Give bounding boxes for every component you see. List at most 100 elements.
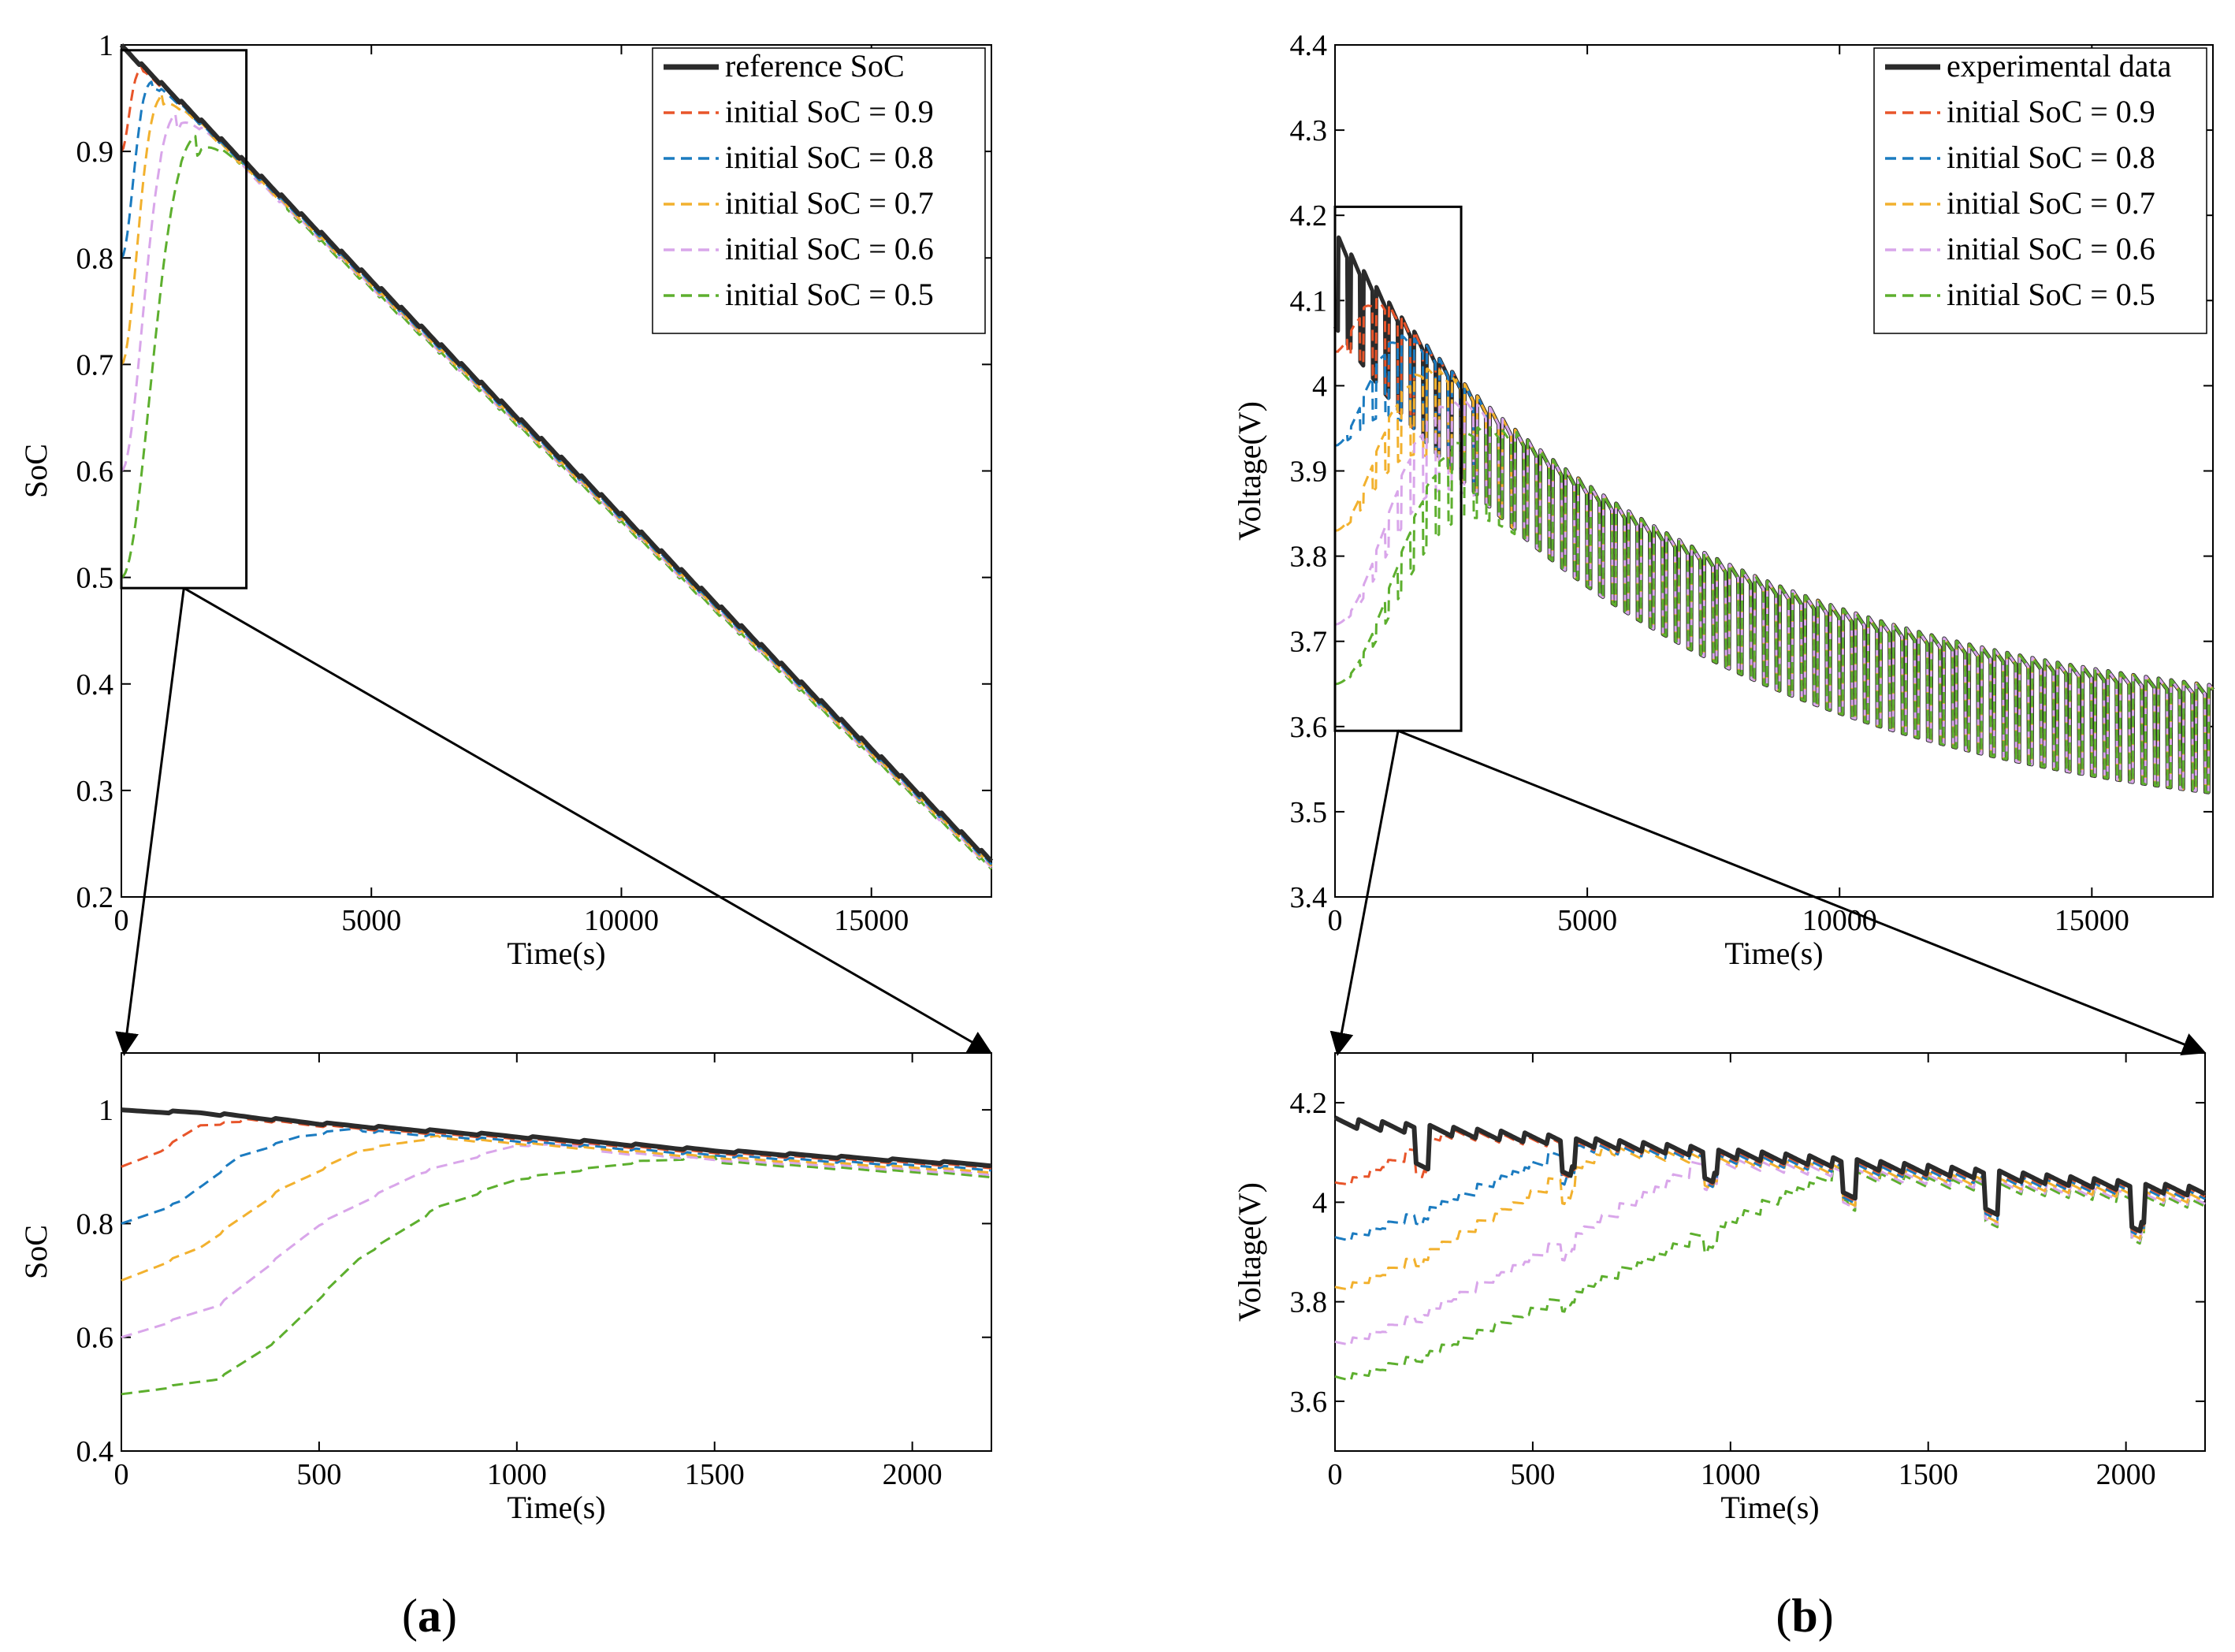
y-axis-label: Voltage(V) [1232,1182,1267,1322]
x-tick-label: 0 [114,904,129,937]
y-tick-label: 3.4 [1290,881,1328,914]
x-tick-label: 10000 [1802,904,1877,937]
y-tick-label: 4.4 [1290,29,1328,62]
y-tick-label: 0.4 [76,1435,114,1468]
legend-entry-soc09: initial SoC = 0.9 [1947,94,2155,129]
legend-entry-soc05: initial SoC = 0.5 [725,277,934,312]
x-tick-label: 500 [1510,1458,1555,1491]
panel-label-b-open: ( [1776,1590,1791,1642]
y-tick-label: 3.7 [1290,626,1328,659]
panel-label-a-letter: a [418,1590,441,1642]
series-line-reference [119,43,994,863]
series-line-reference [1333,1115,2207,1233]
legend-entry-soc06: initial SoC = 0.6 [1947,231,2155,266]
legend-entry-soc06: initial SoC = 0.6 [725,231,934,266]
y-tick-label: 3.5 [1290,796,1328,829]
x-tick-label: 10000 [584,904,659,937]
series-line-soc05 [1334,426,2215,794]
plot-area [121,1052,992,1452]
x-tick-label: 15000 [2055,904,2129,937]
y-tick-label: 1 [99,29,113,62]
y-tick-label: 0.9 [76,136,114,169]
legend-entry-soc05: initial SoC = 0.5 [1947,277,2155,312]
x-tick-label: 0 [1328,1458,1343,1491]
panel-label-a-open: ( [402,1590,418,1642]
x-axis-label: Time(s) [1720,1490,1819,1525]
x-tick-label: 1500 [1898,1458,1958,1491]
y-tick-label: 3.6 [1290,1386,1328,1419]
legend-box [652,47,986,334]
legend-entry-soc07: initial SoC = 0.7 [1947,185,2155,221]
y-tick-label: 3.8 [1290,1286,1328,1319]
zoom-connector-a-right [183,586,993,1054]
y-tick-label: 0.4 [76,668,114,701]
series-line-soc07 [121,1134,992,1282]
series-line-soc05 [1334,1165,2206,1382]
x-tick-label: 1000 [487,1458,547,1491]
y-tick-label: 0.2 [76,881,114,914]
y-tick-label: 4 [1312,1186,1327,1219]
y-tick-label: 4.1 [1290,285,1328,318]
series-line-soc08 [1334,1142,2206,1242]
legend-entry-soc08: initial SoC = 0.8 [725,140,934,175]
series-line-soc06 [1334,1159,2206,1346]
y-tick-label: 4.3 [1290,114,1328,147]
series-line-soc08 [121,1127,992,1225]
zoom-connectors [115,586,2207,1056]
panel-label-b: (b) [1776,1590,1833,1642]
y-tick-label: 4.2 [1290,199,1328,233]
y-tick-label: 0.8 [76,242,114,275]
x-tick-label: 1500 [685,1458,745,1491]
x-axis-label: Time(s) [1724,936,1823,971]
chart-a-main: 0 5000 10000 15000 0.2 0.3 0.4 0.5 0.6 0.7 0.8 0.9 1… [18,29,994,971]
zoom-connector-b-left [1329,730,1400,1056]
x-axis-label: Time(s) [507,936,605,971]
y-tick-label: 4.2 [1290,1087,1328,1120]
y-tick-label: 0.6 [76,456,114,489]
series-line-soc05 [121,1155,992,1396]
x-tick-label: 5000 [341,904,401,937]
y-tick-label: 3.6 [1290,711,1328,744]
y-tick-label: 0.6 [76,1322,114,1355]
y-axis-label: SoC [18,1225,54,1279]
y-tick-label: 3.8 [1290,541,1328,574]
x-tick-label: 15000 [834,904,909,937]
panel-label-a: (a) [402,1590,457,1642]
x-axis-label: Time(s) [507,1490,605,1525]
plot-area [1334,1052,2206,1452]
chart-b-main: 0 5000 10000 15000 3.4 3.5 3.6 3.7 3.8 3.9 4 4.1 4.2… [1232,29,2215,971]
x-tick-label: 0 [114,1458,129,1491]
panel-label-b-close: ) [1818,1590,1834,1642]
chart-a-zoom: 0 500 1000 1500 2000 0.4 0.6 0.8 1 Time(s) SoC [18,1052,992,1525]
series-line-soc07 [1334,1147,2206,1291]
y-tick-label: 3.9 [1290,456,1328,489]
y-tick-label: 0.5 [76,562,114,595]
chart-b-zoom: 0 500 1000 1500 2000 3.6 3.8 4 4.2 Time(s) Voltage… [1232,1052,2207,1525]
y-tick-label: 0.8 [76,1207,114,1241]
zoom-connector-b-right [1397,729,2207,1056]
panel-label-a-close: ) [441,1590,457,1642]
legend-entry-soc08: initial SoC = 0.8 [1947,140,2155,175]
x-tick-label: 2000 [2096,1458,2156,1491]
legend-entry-soc07: initial SoC = 0.7 [725,185,934,221]
x-tick-label: 1000 [1701,1458,1761,1491]
x-tick-label: 0 [1328,904,1343,937]
x-tick-label: 5000 [1557,904,1617,937]
legend-box [1873,47,2207,334]
y-axis-label: Voltage(V) [1232,401,1267,541]
zoom-box [120,49,248,590]
series-line-soc06 [1334,399,2215,794]
y-tick-label: 0.7 [76,348,114,381]
y-tick-label: 1 [99,1094,113,1127]
legend-entry-reference: experimental data [1947,48,2172,84]
panel-label-b-letter: b [1791,1590,1817,1642]
x-tick-label: 2000 [883,1458,943,1491]
legend-entry-reference: reference SoC [725,48,905,84]
y-tick-label: 0.3 [76,775,114,808]
legend-entry-soc09: initial SoC = 0.9 [725,94,934,129]
zoom-connector-a-left [115,587,185,1056]
y-axis-label: SoC [18,444,54,498]
series-line-reference [121,1107,992,1169]
x-tick-label: 500 [296,1458,341,1491]
